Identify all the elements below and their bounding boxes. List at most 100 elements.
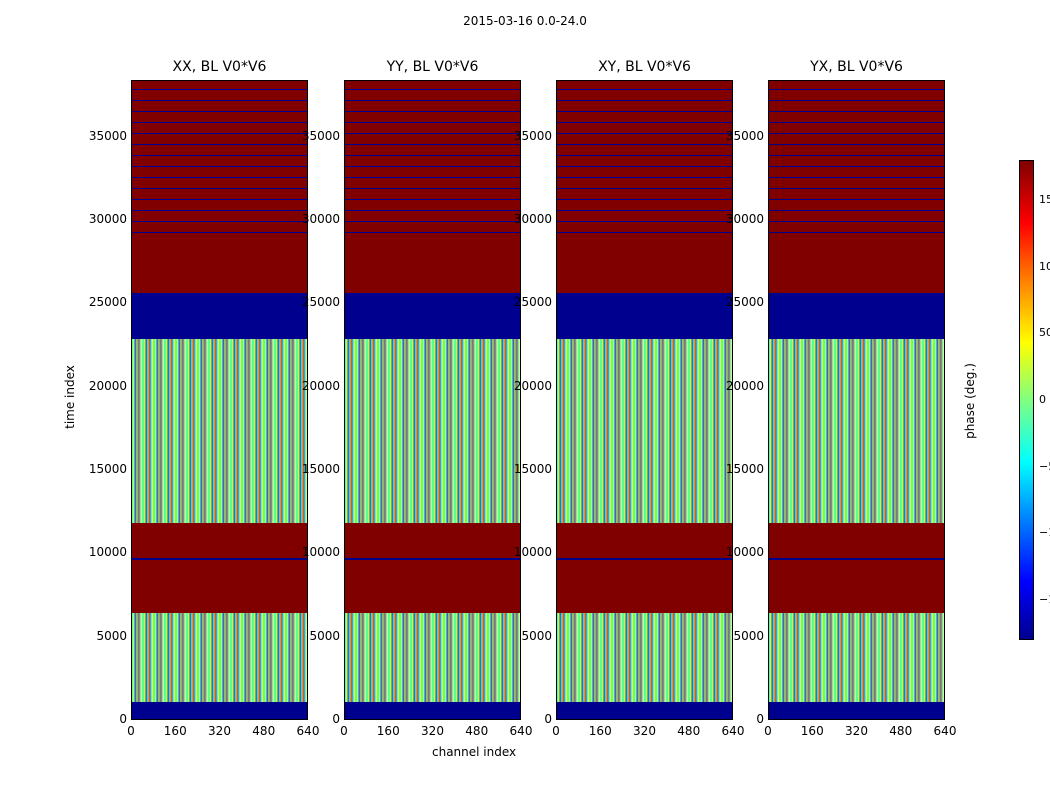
- flag-line: [769, 177, 944, 178]
- heatmap-band: [132, 339, 307, 523]
- colorbar-tick-label: −50: [1039, 459, 1050, 473]
- colorbar-tick-label: 50: [1039, 326, 1050, 340]
- y-tick-label: 30000: [88, 212, 127, 226]
- flag-line: [769, 144, 944, 145]
- panel-title: YY, BL V0*V6: [386, 59, 479, 75]
- heatmap-panel: [344, 80, 521, 720]
- flag-line: [345, 166, 520, 167]
- y-tick-label: 15000: [725, 462, 764, 476]
- x-tick-label: 640: [509, 724, 533, 738]
- flag-line: [557, 89, 732, 90]
- flag-line: [345, 221, 520, 222]
- y-tick-label: 0: [544, 712, 552, 726]
- x-tick-label: 160: [800, 724, 824, 738]
- flag-line: [345, 100, 520, 101]
- y-tick-label: 25000: [301, 295, 340, 310]
- heatmap-band: [132, 557, 307, 561]
- heatmap-band: [769, 522, 944, 613]
- heatmap-panel: [556, 80, 733, 720]
- flag-line: [769, 100, 944, 101]
- flag-line: [769, 122, 944, 123]
- y-tick-label: 35000: [725, 128, 764, 143]
- y-tick-label: 15000: [513, 462, 552, 476]
- y-tick-label: 0: [119, 712, 127, 726]
- flag-line: [557, 133, 732, 134]
- x-tick-label: 640: [933, 724, 957, 738]
- y-tick-label: 15000: [88, 462, 127, 476]
- y-tick-label: 0: [756, 712, 764, 726]
- figure-title: 2015-03-16 0.0-24.0: [463, 14, 587, 28]
- x-tick-label: 160: [588, 724, 612, 738]
- heatmap-band: [769, 701, 944, 719]
- y-tick-label: 30000: [301, 212, 340, 226]
- flag-line: [769, 210, 944, 211]
- heatmap-band: [132, 612, 307, 702]
- y-tick-label: 30000: [513, 212, 552, 226]
- flag-line: [345, 177, 520, 178]
- x-axis-label: channel index: [432, 745, 517, 759]
- flag-line: [132, 155, 307, 156]
- flag-line: [132, 221, 307, 222]
- x-tick-label: 640: [296, 724, 320, 738]
- y-tick-label: 5000: [733, 628, 764, 643]
- heatmap-panel: [768, 80, 945, 720]
- y-tick-label: 10000: [513, 545, 552, 560]
- x-tick-label: 160: [376, 724, 400, 738]
- flag-line: [769, 89, 944, 90]
- flag-line: [557, 155, 732, 156]
- flag-line: [769, 199, 944, 200]
- flag-line: [769, 232, 944, 233]
- flag-line: [132, 122, 307, 123]
- y-tick-label: 25000: [725, 295, 764, 310]
- flag-line: [132, 144, 307, 145]
- heatmap-band: [345, 557, 520, 561]
- flag-line: [345, 199, 520, 200]
- flag-line: [557, 210, 732, 211]
- y-tick-label: 25000: [88, 295, 127, 310]
- y-tick-label: 35000: [301, 128, 340, 143]
- x-tick-label: 640: [721, 724, 745, 738]
- flag-line: [132, 166, 307, 167]
- flag-line: [345, 155, 520, 156]
- flag-line: [132, 232, 307, 233]
- y-tick-label: 10000: [301, 545, 340, 560]
- panel-title: YX, BL V0*V6: [810, 59, 903, 75]
- x-tick-label: 160: [163, 724, 187, 738]
- heatmap-band: [345, 292, 520, 340]
- y-tick-label: 5000: [309, 628, 340, 643]
- y-tick-label: 35000: [88, 128, 127, 143]
- colorbar: [1019, 160, 1034, 640]
- heatmap-band: [345, 612, 520, 702]
- heatmap-band: [769, 292, 944, 340]
- flag-line: [132, 111, 307, 112]
- flag-line: [769, 221, 944, 222]
- heatmap-band: [557, 557, 732, 561]
- flag-line: [557, 199, 732, 200]
- flag-line: [345, 89, 520, 90]
- x-tick-label: 0: [340, 724, 348, 738]
- flag-line: [345, 133, 520, 134]
- heatmap-band: [132, 522, 307, 613]
- colorbar-tick-label: 150: [1039, 193, 1050, 206]
- y-tick-label: 10000: [88, 545, 127, 560]
- flag-line: [345, 188, 520, 189]
- x-tick-label: 320: [633, 724, 656, 738]
- y-tick-label: 20000: [88, 378, 127, 393]
- flag-line: [345, 122, 520, 123]
- heatmap-band: [769, 339, 944, 523]
- flag-line: [345, 232, 520, 233]
- y-tick-label: 5000: [521, 628, 552, 643]
- x-tick-label: 480: [889, 724, 913, 738]
- y-tick-label: 20000: [725, 378, 764, 393]
- flag-line: [769, 166, 944, 167]
- heatmap-band: [557, 81, 732, 293]
- flag-line: [557, 122, 732, 123]
- y-tick-label: 0: [332, 712, 340, 726]
- panel-title: XY, BL V0*V6: [598, 59, 691, 75]
- x-tick-label: 480: [677, 724, 701, 738]
- y-tick-label: 35000: [513, 128, 552, 143]
- flag-line: [557, 221, 732, 222]
- flag-line: [557, 144, 732, 145]
- colorbar-tick-label: −100: [1039, 526, 1050, 540]
- heatmap-band: [557, 292, 732, 340]
